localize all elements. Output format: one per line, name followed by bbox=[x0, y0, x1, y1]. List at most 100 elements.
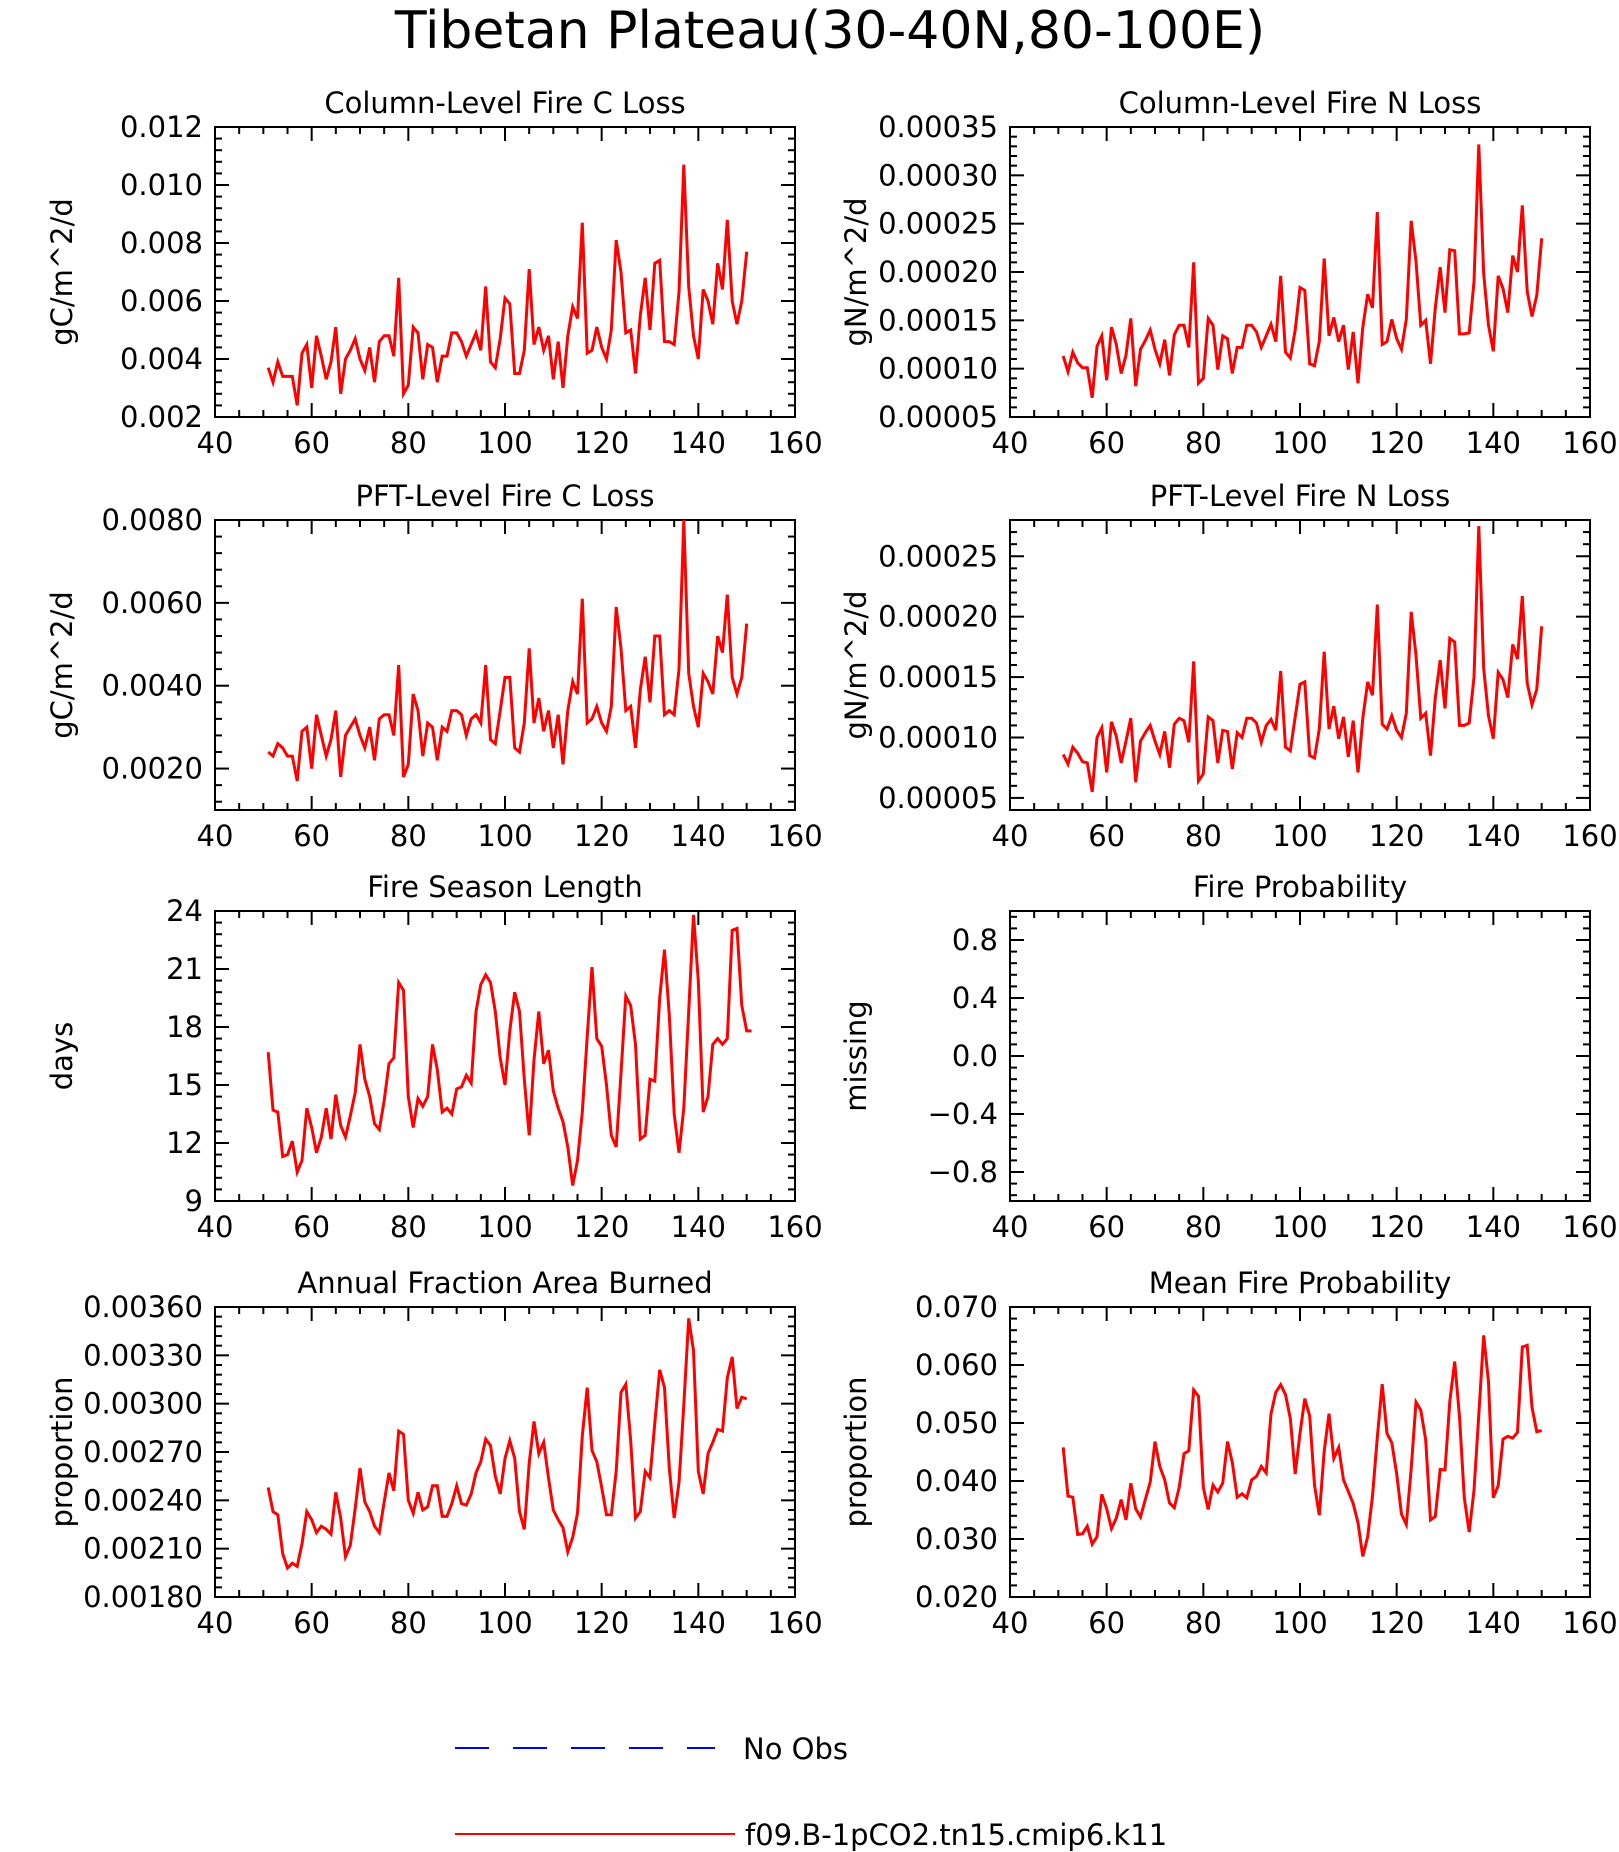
x-tick-label: 80 bbox=[1185, 819, 1222, 853]
x-tick-label: 100 bbox=[1272, 819, 1327, 853]
x-tick-label: 120 bbox=[1369, 426, 1424, 460]
y-axis-label: proportion bbox=[839, 1376, 873, 1527]
x-tick-label: 160 bbox=[1562, 1210, 1617, 1244]
x-tick-label: 100 bbox=[1272, 1606, 1327, 1640]
x-tick-label: 140 bbox=[1466, 426, 1521, 460]
plot-frame bbox=[1009, 126, 1591, 418]
y-tick-label: 15 bbox=[166, 1068, 203, 1102]
y-tick-label: 0.0020 bbox=[102, 752, 203, 786]
y-tick-label: 0.00030 bbox=[878, 158, 998, 192]
panel-title: PFT-Level Fire C Loss bbox=[356, 479, 655, 513]
x-tick-label: 80 bbox=[390, 426, 427, 460]
y-tick-label: 0.00005 bbox=[878, 781, 998, 815]
panel-1: 40 60 80 100 120 140 160 0.002 0.004 0.006 0.008 0.… bbox=[45, 86, 823, 460]
x-tick-label: 120 bbox=[1369, 1606, 1424, 1640]
panel-2: 40 60 80 100 120 140 160 0.00005 0.00010 0.00015 0… bbox=[839, 86, 1618, 460]
figure-title: Tibetan Plateau(30-40N,80-100E) bbox=[394, 1, 1265, 61]
x-tick-label: 80 bbox=[1185, 426, 1222, 460]
x-tick-label: 100 bbox=[1272, 1210, 1327, 1244]
x-tick-label: 160 bbox=[767, 1606, 822, 1640]
series-line-1 bbox=[266, 164, 749, 406]
y-tick-label: 0.00010 bbox=[878, 352, 998, 386]
y-axis-label: missing bbox=[839, 1000, 873, 1111]
panel-5: 40 60 80 100 120 140 160 9 12 15 18 21 24 Fire Season… bbox=[45, 870, 823, 1244]
y-tick-label: 0.00020 bbox=[878, 600, 998, 634]
panel-4: 40 60 80 100 120 140 160 0.00005 0.00010 0.00015 0… bbox=[839, 479, 1618, 853]
y-tick-label: 0.0 bbox=[952, 1039, 998, 1073]
y-axis-label: gC/m^2/d bbox=[45, 198, 79, 346]
x-tick-label: 40 bbox=[197, 819, 234, 853]
series-line-1 bbox=[1061, 525, 1544, 793]
y-tick-label: 0.002 bbox=[120, 400, 203, 434]
x-tick-label: 40 bbox=[197, 1606, 234, 1640]
panel-title: Annual Fraction Area Burned bbox=[297, 1266, 712, 1300]
x-tick-label: 60 bbox=[293, 426, 330, 460]
y-tick-label: 0.00360 bbox=[83, 1290, 203, 1324]
y-tick-label: 0.8 bbox=[952, 923, 998, 957]
panel-title: PFT-Level Fire N Loss bbox=[1150, 479, 1450, 513]
panel-7: 40 60 80 100 120 140 160 0.00180 0.00210 0.00240 0… bbox=[45, 1266, 823, 1640]
panel-title: Fire Probability bbox=[1193, 870, 1407, 904]
x-tick-label: 120 bbox=[1369, 1210, 1424, 1244]
y-tick-label: 0.0040 bbox=[102, 669, 203, 703]
series-line-1 bbox=[1061, 1335, 1543, 1557]
y-axis-label: gN/m^2/d bbox=[839, 197, 873, 346]
x-tick-label: 60 bbox=[1088, 1606, 1125, 1640]
x-tick-label: 80 bbox=[1185, 1606, 1222, 1640]
y-tick-label: 0.00300 bbox=[83, 1387, 203, 1421]
y-tick-label: 0.00180 bbox=[83, 1580, 203, 1614]
x-tick-label: 140 bbox=[1466, 1606, 1521, 1640]
x-tick-label: 160 bbox=[1562, 1606, 1617, 1640]
y-tick-label: 0.030 bbox=[915, 1522, 998, 1556]
y-axis-label: gN/m^2/d bbox=[839, 590, 873, 739]
y-tick-label: 0.012 bbox=[120, 110, 203, 144]
x-tick-label: 120 bbox=[574, 1606, 629, 1640]
y-tick-label: 0.020 bbox=[915, 1580, 998, 1614]
x-tick-label: 140 bbox=[671, 819, 726, 853]
y-axis-label: days bbox=[45, 1022, 79, 1090]
y-tick-label: 0.050 bbox=[915, 1406, 998, 1440]
y-tick-label: 0.00020 bbox=[878, 255, 998, 289]
x-tick-label: 80 bbox=[390, 1606, 427, 1640]
y-tick-label: 0.00025 bbox=[878, 539, 998, 573]
x-tick-label: 40 bbox=[992, 1606, 1029, 1640]
y-tick-label: 24 bbox=[166, 894, 203, 928]
x-tick-label: 140 bbox=[1466, 819, 1521, 853]
y-tick-label: 0.004 bbox=[120, 342, 203, 376]
plot-frame bbox=[1009, 910, 1591, 1202]
x-tick-label: 120 bbox=[574, 1210, 629, 1244]
panel-title: Fire Season Length bbox=[367, 870, 642, 904]
y-axis-label: gC/m^2/d bbox=[45, 591, 79, 739]
x-tick-label: 160 bbox=[767, 1210, 822, 1244]
x-tick-label: 80 bbox=[390, 1210, 427, 1244]
x-tick-label: 60 bbox=[1088, 426, 1125, 460]
y-tick-label: 12 bbox=[166, 1126, 203, 1160]
x-tick-label: 100 bbox=[477, 1606, 532, 1640]
x-tick-label: 60 bbox=[1088, 1210, 1125, 1244]
y-tick-label: 0.00330 bbox=[83, 1338, 203, 1372]
panel-title: Column-Level Fire C Loss bbox=[324, 86, 685, 120]
plot-frame bbox=[1009, 519, 1591, 811]
x-tick-label: 60 bbox=[1088, 819, 1125, 853]
panel-3: 40 60 80 100 120 140 160 0.0020 0.0040 0.0060 0.00… bbox=[45, 479, 823, 853]
plot-frame bbox=[214, 126, 796, 418]
series-line-1 bbox=[1061, 144, 1544, 398]
x-tick-label: 100 bbox=[477, 426, 532, 460]
y-tick-label: 0.4 bbox=[952, 981, 998, 1015]
panel-grid: 40 60 80 100 120 140 160 0.002 0.004 0.006 0.008 0.… bbox=[45, 86, 1618, 1640]
panel-title: Mean Fire Probability bbox=[1149, 1266, 1452, 1300]
x-tick-label: 140 bbox=[671, 1210, 726, 1244]
x-tick-label: 60 bbox=[293, 1606, 330, 1640]
x-tick-label: 60 bbox=[293, 1210, 330, 1244]
y-tick-label: 0.00270 bbox=[83, 1435, 203, 1469]
x-tick-label: 160 bbox=[1562, 426, 1617, 460]
y-tick-label: 0.006 bbox=[120, 284, 203, 318]
y-tick-label: 0.040 bbox=[915, 1464, 998, 1498]
y-tick-label: 18 bbox=[166, 1010, 203, 1044]
x-tick-label: 140 bbox=[1466, 1210, 1521, 1244]
x-tick-label: 160 bbox=[767, 426, 822, 460]
y-tick-label: 0.008 bbox=[120, 226, 203, 260]
y-tick-label: 0.00015 bbox=[878, 303, 998, 337]
series-line-1 bbox=[267, 519, 749, 782]
x-tick-label: 100 bbox=[477, 1210, 532, 1244]
